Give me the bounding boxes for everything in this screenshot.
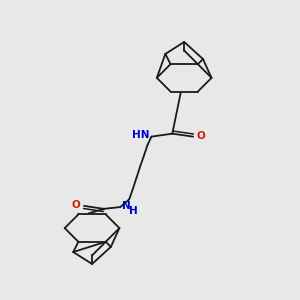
Text: HN: HN [133, 130, 150, 140]
Text: O: O [197, 131, 206, 141]
Text: O: O [71, 200, 80, 210]
Text: H: H [129, 206, 137, 216]
Text: N: N [122, 201, 130, 211]
